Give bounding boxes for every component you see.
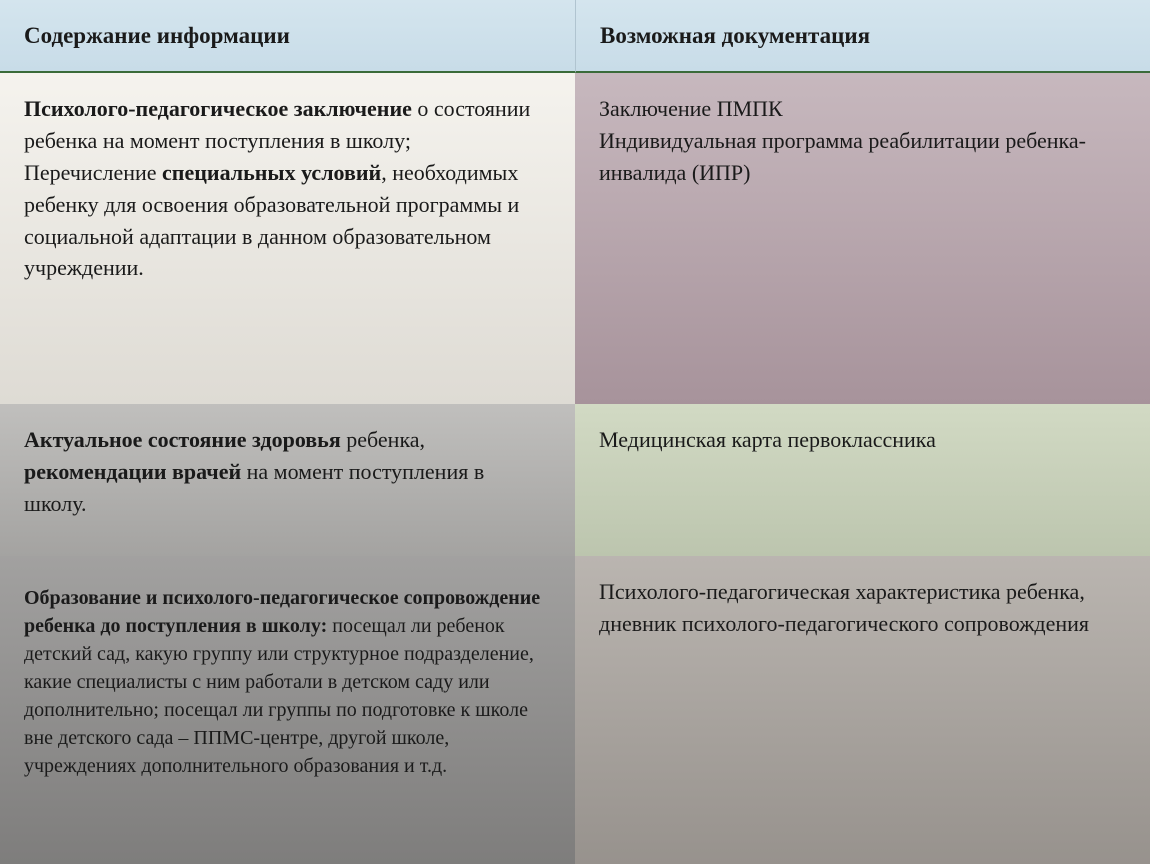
text-segment: Психолого-педагогическое заключение xyxy=(24,96,412,121)
text-segment: Актуальное состояние здоровья xyxy=(24,427,341,452)
header-right: Возможная документация xyxy=(575,0,1150,73)
header-right-text: Возможная документация xyxy=(600,23,870,49)
text-segment: Индивидуальная программа реабилитации ре… xyxy=(599,128,1086,185)
row1-left: Психолого-педагогическое заключение о со… xyxy=(0,73,575,404)
text-segment: Медицинская карта первоклассника xyxy=(599,427,936,452)
text-segment: посещал ли ребенок детский сад, какую гр… xyxy=(24,615,534,777)
row2-left: Актуальное состояние здоровья ребенка, р… xyxy=(0,404,575,556)
row3-right: Психолого-педагогическая характеристика … xyxy=(575,556,1150,864)
header-left: Содержание информации xyxy=(0,0,575,73)
info-table: Содержание информации Возможная документ… xyxy=(0,0,1150,864)
text-segment: Психолого-педагогическая характеристика … xyxy=(599,579,1089,636)
row2-right: Медицинская карта первоклассника xyxy=(575,404,1150,556)
text-segment: ребенка, xyxy=(341,427,425,452)
text-segment: Перечисление xyxy=(24,160,162,185)
text-segment: рекомендации врачей xyxy=(24,459,241,484)
text-segment: специальных условий xyxy=(162,160,381,185)
text-segment: Заключение ПМПК xyxy=(599,96,783,121)
row1-right: Заключение ПМПК Индивидуальная программа … xyxy=(575,73,1150,404)
header-left-text: Содержание информации xyxy=(24,23,290,49)
row3-left: Образование и психолого-педагогическое с… xyxy=(0,556,575,864)
